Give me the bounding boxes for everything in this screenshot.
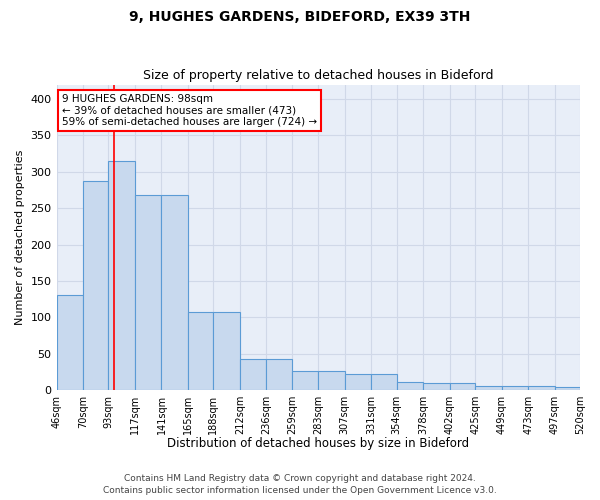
Y-axis label: Number of detached properties: Number of detached properties	[15, 150, 25, 325]
Bar	[449, 384, 475, 390]
Bar	[56, 296, 83, 390]
Bar	[188, 312, 214, 390]
Bar	[266, 360, 292, 390]
Bar	[502, 386, 528, 390]
Text: 9 HUGHES GARDENS: 98sqm
← 39% of detached houses are smaller (473)
59% of semi-d: 9 HUGHES GARDENS: 98sqm ← 39% of detache…	[62, 94, 317, 127]
Bar	[345, 374, 371, 390]
Title: Size of property relative to detached houses in Bideford: Size of property relative to detached ho…	[143, 69, 494, 82]
X-axis label: Distribution of detached houses by size in Bideford: Distribution of detached houses by size …	[167, 437, 469, 450]
Bar	[554, 387, 580, 390]
Text: 9, HUGHES GARDENS, BIDEFORD, EX39 3TH: 9, HUGHES GARDENS, BIDEFORD, EX39 3TH	[130, 10, 470, 24]
Bar	[83, 180, 109, 390]
Bar	[292, 371, 318, 390]
Bar	[397, 382, 423, 390]
Bar	[371, 374, 397, 390]
Bar	[109, 161, 135, 390]
Bar	[475, 386, 502, 390]
Bar	[318, 371, 345, 390]
Bar	[423, 384, 449, 390]
Bar	[161, 195, 188, 390]
Bar	[214, 312, 240, 390]
Bar	[135, 195, 161, 390]
Text: Contains HM Land Registry data © Crown copyright and database right 2024.
Contai: Contains HM Land Registry data © Crown c…	[103, 474, 497, 495]
Bar	[240, 360, 266, 390]
Bar	[528, 386, 554, 390]
